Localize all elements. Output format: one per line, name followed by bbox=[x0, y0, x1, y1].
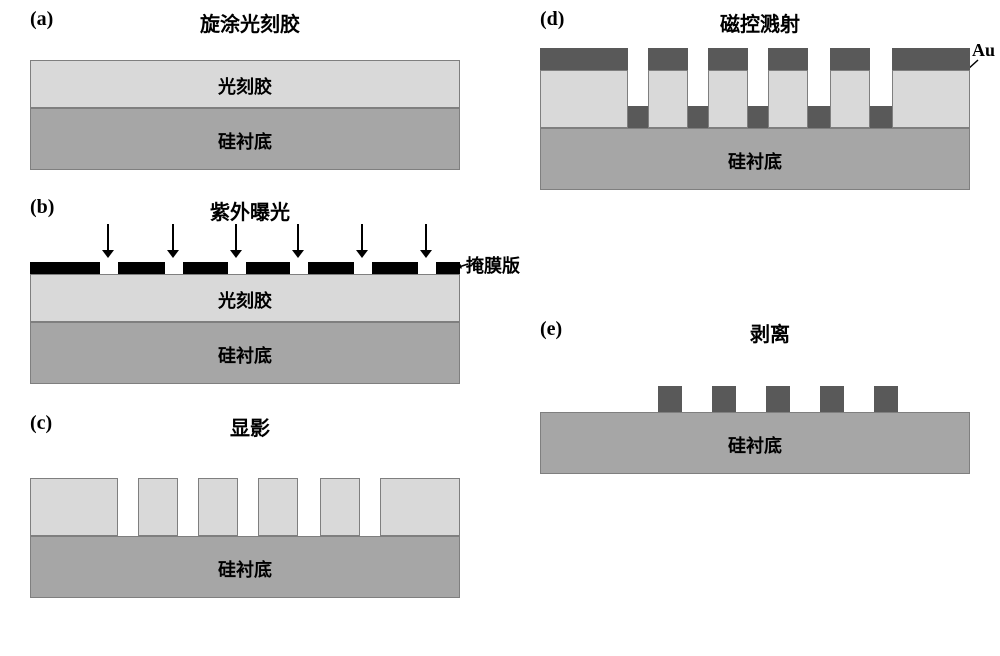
d-au-top bbox=[892, 48, 970, 70]
b-mask-gap bbox=[418, 262, 436, 274]
e-au-block bbox=[712, 386, 736, 412]
panel-d-label: (d) bbox=[540, 8, 564, 31]
d-resist-block bbox=[708, 70, 748, 128]
c-resist-block bbox=[198, 478, 238, 536]
d-resist-block bbox=[648, 70, 688, 128]
b-mask-gap bbox=[290, 262, 308, 274]
e-substrate-label: 硅衬底 bbox=[540, 432, 970, 458]
c-substrate-label: 硅衬底 bbox=[30, 556, 460, 582]
panel-b-label: (b) bbox=[30, 196, 54, 219]
panel-d-title: 磁控溅射 bbox=[680, 8, 840, 37]
d-resist-block bbox=[892, 70, 970, 128]
b-mask-gap bbox=[100, 262, 118, 274]
e-au-block bbox=[766, 386, 790, 412]
c-resist-block bbox=[138, 478, 178, 536]
d-au-bottom bbox=[748, 106, 768, 128]
panel-e-title: 剥离 bbox=[720, 318, 820, 347]
panel-c-title: 显影 bbox=[200, 412, 300, 441]
panel-c-label: (c) bbox=[30, 412, 52, 435]
d-au-top bbox=[648, 48, 688, 70]
b-resist-label: 光刻胶 bbox=[30, 287, 460, 313]
c-resist-block bbox=[320, 478, 360, 536]
e-au-block bbox=[658, 386, 682, 412]
e-au-block bbox=[820, 386, 844, 412]
a-resist-label: 光刻胶 bbox=[30, 73, 460, 99]
a-substrate-label: 硅衬底 bbox=[30, 128, 460, 154]
panel-e-label: (e) bbox=[540, 318, 562, 341]
b-mask-gap bbox=[354, 262, 372, 274]
panel-a-label: (a) bbox=[30, 8, 53, 31]
d-au-side-label: Au bbox=[972, 40, 995, 61]
d-au-bottom bbox=[870, 106, 892, 128]
d-substrate-label: 硅衬底 bbox=[540, 148, 970, 174]
b-substrate-label: 硅衬底 bbox=[30, 342, 460, 368]
d-au-bottom bbox=[688, 106, 708, 128]
panel-b-title: 紫外曝光 bbox=[170, 196, 330, 225]
d-au-top bbox=[708, 48, 748, 70]
c-resist-block bbox=[380, 478, 460, 536]
c-resist-block bbox=[30, 478, 118, 536]
d-au-top bbox=[768, 48, 808, 70]
d-au-bottom bbox=[628, 106, 648, 128]
b-mask-gap bbox=[228, 262, 246, 274]
d-au-bottom bbox=[808, 106, 830, 128]
b-mask-gap bbox=[165, 262, 183, 274]
d-resist-block bbox=[540, 70, 628, 128]
d-resist-block bbox=[768, 70, 808, 128]
b-mask-side-label: 掩膜版 bbox=[466, 252, 520, 278]
d-resist-block bbox=[830, 70, 870, 128]
e-au-block bbox=[874, 386, 898, 412]
panel-a-title: 旋涂光刻胶 bbox=[160, 8, 340, 37]
d-au-top bbox=[540, 48, 628, 70]
d-au-top bbox=[830, 48, 870, 70]
c-resist-block bbox=[258, 478, 298, 536]
